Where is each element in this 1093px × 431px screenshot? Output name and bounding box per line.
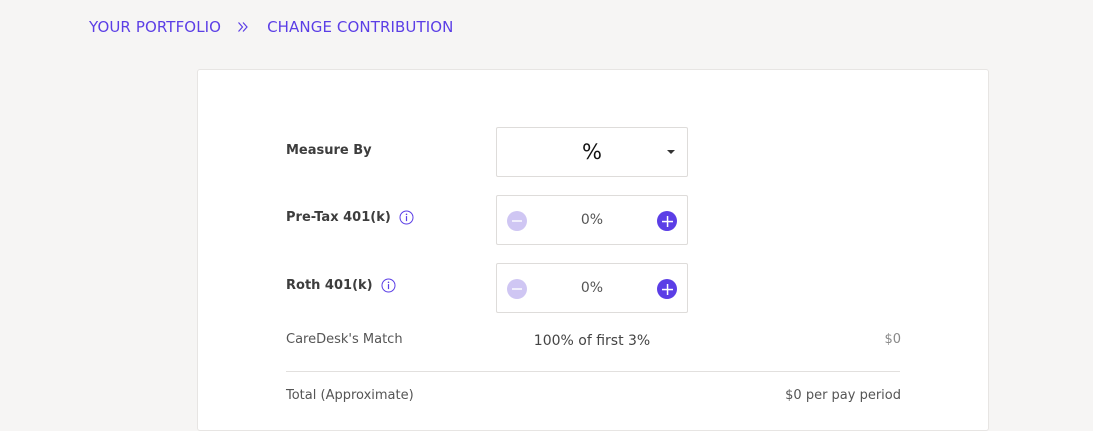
- breadcrumb-change-contribution[interactable]: CHANGE CONTRIBUTION: [267, 18, 454, 36]
- dropdown-caret-icon: [667, 150, 675, 154]
- measure-by-select[interactable]: %: [496, 127, 688, 177]
- match-description: 100% of first 3%: [533, 333, 651, 349]
- contribution-card: Measure By % Pre-Tax 401(k) 0% Roth 401(…: [197, 69, 989, 431]
- pre-tax-label-text: Pre-Tax 401(k): [286, 210, 391, 225]
- match-amount: $0: [884, 332, 901, 347]
- roth-value: 0%: [580, 280, 604, 296]
- total-label: Total (Approximate): [286, 388, 414, 403]
- pre-tax-label: Pre-Tax 401(k): [286, 210, 414, 225]
- total-amount: $0 per pay period: [785, 388, 901, 403]
- pre-tax-increment-button[interactable]: [657, 211, 677, 231]
- measure-by-value: %: [582, 140, 602, 164]
- roth-label: Roth 401(k): [286, 278, 396, 293]
- divider: [286, 371, 900, 372]
- double-chevron-right-icon: [237, 21, 249, 33]
- measure-by-label-text: Measure By: [286, 143, 372, 158]
- match-label: CareDesk's Match: [286, 332, 403, 347]
- info-icon[interactable]: [381, 278, 396, 293]
- roth-increment-button[interactable]: [657, 279, 677, 299]
- roth-label-text: Roth 401(k): [286, 278, 373, 293]
- roth-stepper: 0%: [496, 263, 688, 313]
- pre-tax-stepper: 0%: [496, 195, 688, 245]
- info-icon[interactable]: [399, 210, 414, 225]
- breadcrumb: YOUR PORTFOLIO CHANGE CONTRIBUTION: [89, 18, 454, 36]
- breadcrumb-your-portfolio[interactable]: YOUR PORTFOLIO: [89, 18, 222, 36]
- pre-tax-value: 0%: [580, 212, 604, 228]
- measure-by-label: Measure By: [286, 143, 372, 158]
- pre-tax-decrement-button[interactable]: [507, 211, 527, 231]
- roth-decrement-button[interactable]: [507, 279, 527, 299]
